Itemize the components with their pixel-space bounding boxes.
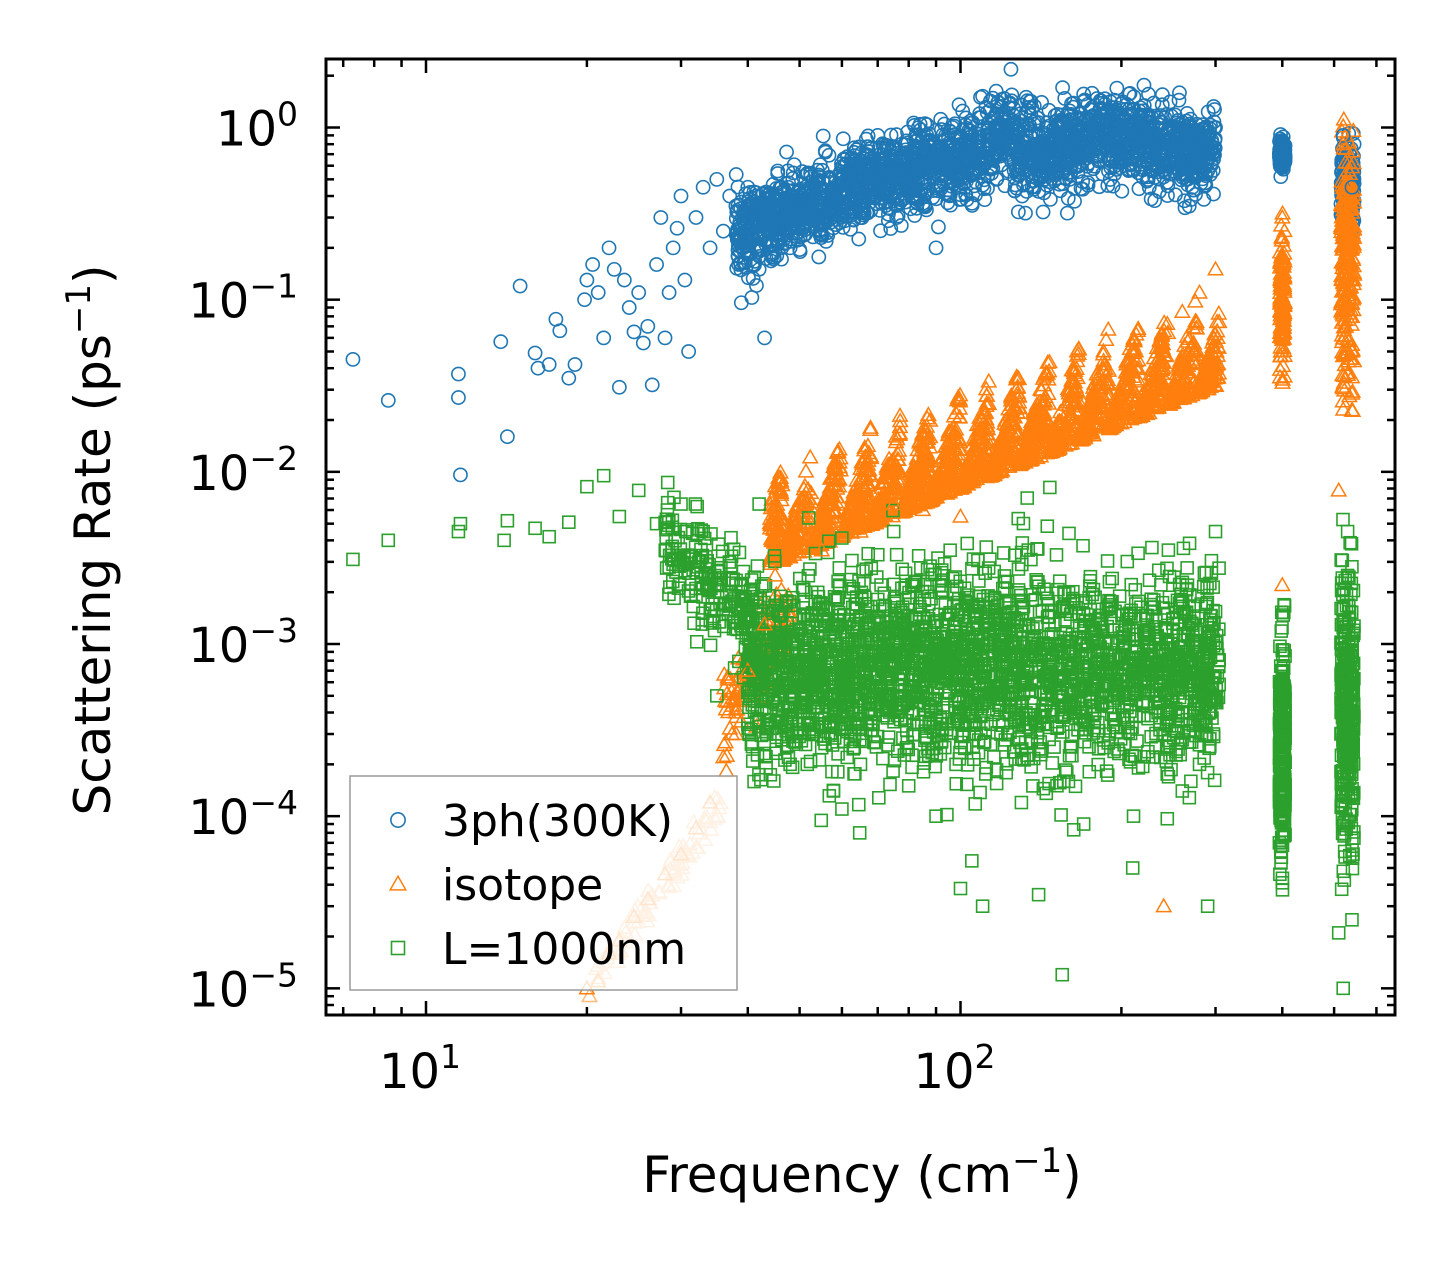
blue-cloud-point xyxy=(1018,205,1033,221)
blue-cloud-point xyxy=(1092,93,1108,109)
blue-cloud-point xyxy=(779,144,794,160)
blue-cloud-point xyxy=(835,131,851,147)
density-cloud-layer xyxy=(580,61,1363,1003)
blue-cloud-point xyxy=(1057,90,1073,106)
blue-cloud-point xyxy=(1010,204,1026,220)
blue-cloud-point xyxy=(1067,180,1082,196)
blue-cloud-point xyxy=(741,270,756,286)
blue-cloud-point xyxy=(1172,85,1187,101)
blue-cloud-point xyxy=(893,218,909,233)
blue-cloud-point xyxy=(880,213,896,229)
blue-cloud-point xyxy=(1004,87,1020,103)
blue-cloud-point xyxy=(812,157,828,173)
blue-cloud-point xyxy=(1059,205,1075,221)
blue-cloud-point xyxy=(931,219,946,235)
blue-cloud-point xyxy=(1143,191,1159,207)
blue-cloud-point xyxy=(1109,80,1125,96)
blue-cloud-point xyxy=(977,192,993,208)
blue-cloud-point xyxy=(811,249,827,265)
blue-cloud-point xyxy=(1183,111,1198,127)
orange-cloud-point xyxy=(1099,320,1117,336)
blue-cloud-point xyxy=(764,249,780,265)
orange-cloud-point xyxy=(1186,292,1204,308)
blue-cloud-point xyxy=(780,163,796,179)
blue-cloud-point xyxy=(1100,178,1116,193)
blue-cloud-point xyxy=(982,102,998,118)
blue-cloud-point xyxy=(1035,204,1051,220)
blue-cloud-point xyxy=(1076,86,1092,102)
blue-cloud-point xyxy=(1136,77,1152,93)
blue-cloud-point xyxy=(851,231,867,247)
blue-cloud-point xyxy=(946,127,962,143)
blue-cloud-point xyxy=(817,143,833,159)
blue-cloud-point xyxy=(1114,183,1130,199)
blue-cloud-point xyxy=(1162,94,1178,110)
blue-cloud-point xyxy=(815,128,831,144)
orange-cloud-point xyxy=(801,448,819,464)
blue-cloud-point xyxy=(1014,188,1030,204)
blue-cloud-point xyxy=(1206,186,1221,202)
blue-cloud-point xyxy=(1003,61,1019,77)
blue-cloud-point xyxy=(744,290,760,305)
orange-cloud-point xyxy=(797,462,815,478)
blue-cloud-point xyxy=(912,116,928,132)
blue-cloud-point xyxy=(728,167,744,182)
blue-cloud-point xyxy=(770,163,786,179)
